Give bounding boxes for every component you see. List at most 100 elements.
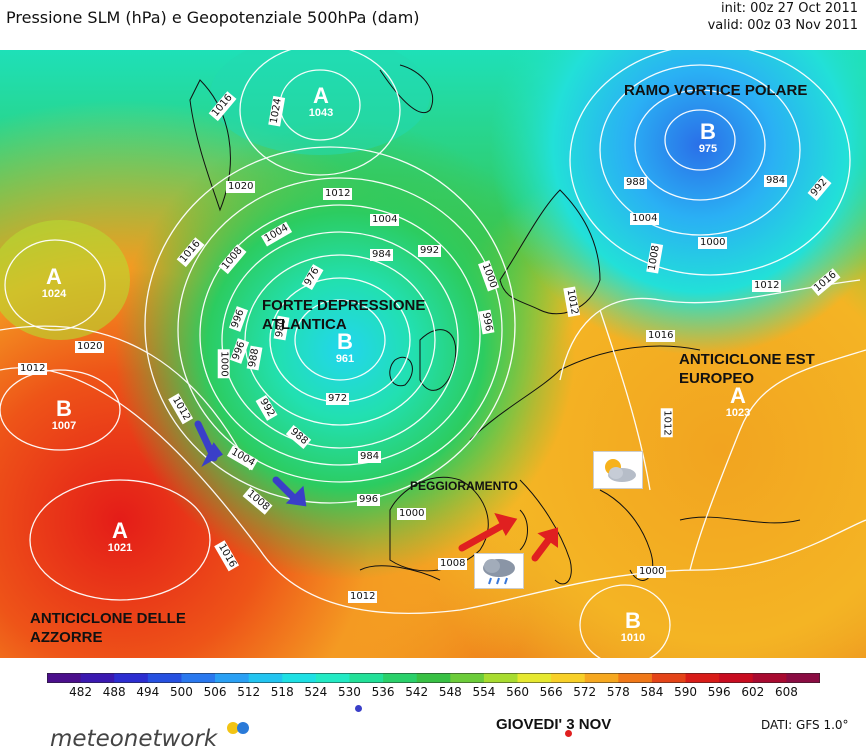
colorbar-swatch [248,673,283,683]
isobar-label: 1012 [752,280,782,292]
pressure-center-low: B 975 [690,119,726,156]
colorbar-tick-label: 494 [136,685,160,699]
colorbar-swatch [315,673,351,683]
colorbar-tick-label: 572 [573,685,597,699]
isobar-label: 1008 [438,558,468,570]
colorbar-swatch [383,673,418,683]
isobar-label: 992 [418,245,442,257]
colorbar-swatch [450,673,485,683]
isobar-label: 984 [764,175,788,187]
label-polar-vortex: RAMO VORTICE POLARE [624,82,808,99]
colorbar-swatch [80,673,115,683]
colorbar-tick-label: 512 [237,685,261,699]
colorbar-swatch [47,673,82,683]
brand-name: meteonetwork [50,726,218,752]
center-value: 1021 [107,542,133,554]
colorbar-tick-label: 566 [539,685,563,699]
colorbar-tick-label: 560 [506,685,529,699]
center-value: 1043 [308,107,334,119]
label-line: ATLANTICA [262,316,347,333]
flow-arrows [194,420,558,562]
center-value: 1023 [725,407,751,419]
label-line: ANTICICLONE DELLE [30,610,186,627]
isobar-label: 972 [326,393,350,405]
colorbar-tick-label: 584 [640,685,664,699]
label-east-europe-high: ANTICICLONE EST EUROPEO [679,350,815,388]
center-letter: B [56,396,72,421]
colorbar-swatch [416,673,451,683]
center-letter: A [313,83,329,108]
colorbar-swatch [618,673,653,683]
colorbar-tick-label: 488 [102,685,126,699]
isobar-label: 1004 [370,214,400,226]
label-worsening: PEGGIORAMENTO [410,479,518,493]
colorbar-tick-label: 518 [270,685,294,699]
isobar-label: 1000 [637,566,667,578]
label-line: ANTICICLONE EST [679,351,815,368]
label-line: EUROPEO [679,370,755,387]
isobar-label: 984 [370,249,394,261]
isobar-label: 1000 [217,349,230,379]
isobar-label: 1012 [348,591,378,603]
colorbar-tick-label: 554 [472,685,496,699]
colorbar-swatch [517,673,552,683]
colorbar [47,673,820,683]
center-value: 961 [335,353,355,365]
colorbar-tick-label: 482 [69,685,93,699]
isobar-label: 1016 [646,330,676,342]
colorbar-tick-label: 524 [304,685,328,699]
center-letter: A [730,383,746,408]
data-source: DATI: GFS 1.0° [761,718,849,732]
colorbar-swatch [215,673,250,683]
colorbar-tick-label: 590 [674,685,698,699]
colorbar-swatch [719,673,754,683]
colorbar-swatch [181,673,216,683]
label-azores-high: ANTICICLONE DELLE AZZORRE [30,609,186,647]
colorbar-tick-label: 500 [169,685,193,699]
colorbar-tick-label: 530 [338,685,361,699]
pressure-center-low: B 961 [327,331,363,366]
colorbar-tick-label: 602 [741,685,765,699]
colorbar-tick-label: 608 [774,685,798,699]
colorbar-swatch [483,673,519,683]
label-line: FORTE DEPRESSIONE [262,297,426,314]
colorbar-swatch [752,673,787,683]
marker-dot-red [565,730,572,737]
colorbar-tick-label: 506 [203,685,227,699]
colorbar-swatch [584,673,619,683]
colorbar-swatch [551,673,586,683]
isobar-label: 996 [357,494,381,506]
colorbar-swatch [147,673,183,683]
colorbar-tick-label: 596 [707,685,731,699]
colorbar-swatch [282,673,317,683]
colorbar-swatch [349,673,384,683]
run-info: init: 00z 27 Oct 2011 valid: 00z 03 Nov … [708,0,858,34]
brand-logo: meteonetwork [50,722,249,752]
isobar-label: 1004 [630,213,660,225]
pressure-center-low: B 1010 [613,610,653,645]
colorbar-swatch [685,673,720,683]
map-title: Pressione SLM (hPa) e Geopotenziale 500h… [6,8,420,27]
pressure-center-low: B 1007 [44,396,84,433]
isobar-label: 1012 [18,363,48,375]
center-value: 1010 [620,632,646,644]
colorbar-swatch [114,673,149,683]
coastlines [189,64,801,585]
center-letter: B [700,119,716,144]
center-value: 1007 [51,420,77,432]
isobar-label: 1000 [698,237,728,249]
logo-dot-yellow [226,722,239,734]
forecast-date: GIOVEDI' 3 NOV [496,716,612,733]
colorbar-tick-label: 548 [438,685,462,699]
center-value: 975 [698,143,718,155]
center-value: 1024 [41,288,67,300]
pressure-center-high: A 1024 [36,266,72,301]
label-atlantic-low: FORTE DEPRESSIONE ATLANTICA [262,296,425,334]
colorbar-tick-label: 578 [606,685,630,699]
isobar-label: 1012 [660,408,673,438]
storm-cloud-icon [474,553,524,589]
pressure-center-high: A 1023 [718,383,758,420]
valid-time: valid: 00z 03 Nov 2011 [707,18,858,33]
isobar-label: 1000 [397,508,427,520]
marker-dot-blue [355,705,362,712]
